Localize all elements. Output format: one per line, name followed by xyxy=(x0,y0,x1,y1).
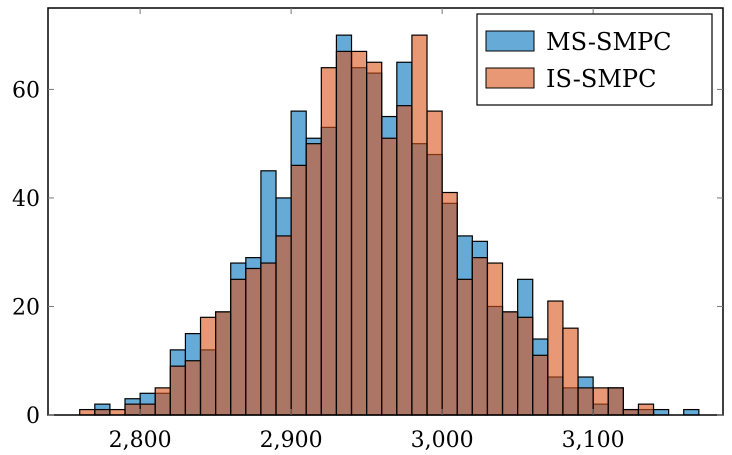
bar-is-smpc-18 xyxy=(350,50,368,416)
legend-swatch-is-smpc xyxy=(485,67,535,89)
bar-is-smpc-7 xyxy=(184,360,202,416)
bar-is-smpc-31 xyxy=(547,300,564,416)
bar-is-smpc-13 xyxy=(275,235,292,416)
bar-is-smpc-22 xyxy=(411,34,428,416)
bar-is-smpc-16 xyxy=(320,67,338,416)
x-tick-label: 2,800 xyxy=(109,428,172,451)
bar-is-smpc-32 xyxy=(562,327,579,416)
bar-is-smpc-35 xyxy=(607,387,624,416)
y-tick-label: 20 xyxy=(12,295,40,320)
plot-frame xyxy=(47,7,724,416)
bar-is-smpc-14 xyxy=(290,164,307,416)
bar-is-smpc-30 xyxy=(532,354,549,416)
bar-is-smpc-9 xyxy=(215,311,232,416)
bar-is-smpc-10 xyxy=(230,278,247,416)
legend-swatch-ms-smpc xyxy=(485,30,535,52)
ticks-layer: 2,800 2,900 3,000 3,100 0 20 40 60 xyxy=(12,8,723,453)
bar-is-smpc-36 xyxy=(622,408,640,416)
bar-ms-smpc-40 xyxy=(683,408,700,416)
bar-is-smpc-12 xyxy=(260,262,277,416)
bar-is-smpc-4 xyxy=(139,403,156,416)
series-is-smpc xyxy=(79,34,655,416)
x-tick-label: 3,000 xyxy=(411,428,474,451)
legend-label-ms-smpc: MS-SMPC xyxy=(546,28,672,56)
bar-is-smpc-24 xyxy=(441,191,458,416)
bar-is-smpc-26 xyxy=(471,257,489,416)
bar-is-smpc-1 xyxy=(94,408,111,416)
bar-is-smpc-11 xyxy=(245,267,262,416)
bar-is-smpc-33 xyxy=(577,387,594,416)
bar-is-smpc-6 xyxy=(169,365,187,416)
y-tick-label: 0 xyxy=(26,404,40,429)
bar-is-smpc-8 xyxy=(199,316,217,416)
bars-layer xyxy=(79,34,700,416)
legend-box xyxy=(476,13,713,106)
bar-is-smpc-21 xyxy=(396,105,413,416)
bar-is-smpc-2 xyxy=(109,408,126,416)
y-tick-label: 60 xyxy=(12,78,40,103)
x-tick-label: 2,900 xyxy=(260,428,323,451)
legend: MS-SMPC IS-SMPC xyxy=(476,13,713,106)
bar-ms-smpc-38 xyxy=(652,408,670,416)
bar-is-smpc-5 xyxy=(154,387,171,416)
bar-is-smpc-28 xyxy=(501,311,519,416)
bar-is-smpc-17 xyxy=(335,50,353,416)
bar-is-smpc-37 xyxy=(637,403,655,416)
bar-is-smpc-3 xyxy=(124,403,141,416)
bar-is-smpc-34 xyxy=(592,387,609,416)
bar-is-smpc-0 xyxy=(79,408,96,416)
legend-label-is-smpc: IS-SMPC xyxy=(546,65,656,93)
x-tick-label: 3,100 xyxy=(562,428,625,451)
bar-is-smpc-25 xyxy=(456,278,473,416)
bar-is-smpc-20 xyxy=(381,137,398,416)
bar-is-smpc-23 xyxy=(426,110,443,416)
bar-is-smpc-29 xyxy=(517,316,534,416)
bar-is-smpc-27 xyxy=(486,262,504,416)
bar-is-smpc-15 xyxy=(305,143,322,416)
bar-is-smpc-19 xyxy=(366,61,383,416)
y-tick-label: 40 xyxy=(12,187,40,212)
